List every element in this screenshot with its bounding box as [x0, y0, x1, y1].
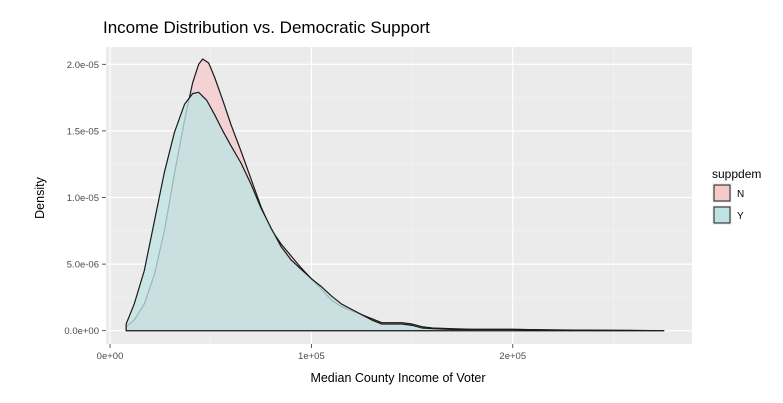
legend: suppdem NY	[712, 167, 761, 225]
x-tick-label: 0e+00	[97, 351, 124, 362]
legend-swatch-n	[714, 185, 730, 201]
chart-title: Income Distribution vs. Democratic Suppo…	[103, 18, 430, 37]
y-tick-label: 2.0e-05	[67, 60, 99, 71]
x-axis-title: Median County Income of Voter	[310, 371, 485, 385]
legend-swatch-y	[714, 207, 730, 223]
legend-label-y: Y	[737, 211, 744, 222]
y-tick-label: 1.5e-05	[67, 126, 99, 137]
y-tick-label: 0.0e+00	[64, 326, 99, 337]
y-axis: 0.0e+00 5.0e-06 1.0e-05 1.5e-05 2.0e-05	[64, 60, 106, 337]
legend-label-n: N	[737, 189, 744, 200]
x-tick-label: 2e+05	[499, 351, 526, 362]
x-tick-label: 1e+05	[298, 351, 325, 362]
legend-title: suppdem	[712, 167, 761, 181]
y-axis-title: Density	[33, 176, 47, 218]
y-tick-label: 5.0e-06	[67, 260, 99, 271]
x-axis: 0e+00 1e+05 2e+05	[97, 344, 526, 362]
y-tick-label: 1.0e-05	[67, 193, 99, 204]
